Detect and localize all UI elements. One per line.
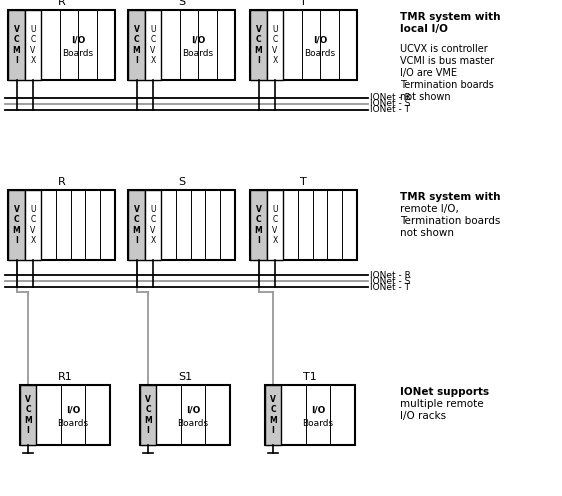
Text: U
C
V
X: U C V X: [150, 25, 156, 64]
Text: IONet - S: IONet - S: [370, 276, 410, 286]
Text: S1: S1: [178, 372, 192, 382]
Text: I/O are VME: I/O are VME: [400, 68, 457, 78]
Text: Termination boards: Termination boards: [400, 216, 500, 226]
Text: I/O: I/O: [191, 36, 205, 45]
Text: V
C
M
I: V C M I: [12, 25, 20, 64]
Bar: [128, 190, 235, 260]
Bar: [8, 10, 115, 80]
Text: I/O: I/O: [186, 406, 200, 415]
Text: U
C
V
X: U C V X: [272, 205, 278, 245]
Text: Boards: Boards: [305, 49, 336, 58]
Bar: [8, 190, 25, 260]
Text: V
C
M
I: V C M I: [255, 205, 262, 245]
Text: Boards: Boards: [57, 419, 89, 428]
Bar: [128, 190, 145, 260]
Bar: [267, 190, 283, 260]
Text: R: R: [58, 177, 65, 187]
Bar: [265, 385, 281, 445]
Text: IONet - S: IONet - S: [370, 100, 410, 109]
Text: V
C
M
I: V C M I: [133, 205, 140, 245]
Text: IONet - T: IONet - T: [370, 106, 410, 115]
Text: IONet - R: IONet - R: [370, 94, 411, 103]
Text: I/O racks: I/O racks: [400, 411, 446, 421]
Text: U
C
V
X: U C V X: [30, 25, 36, 64]
Bar: [140, 385, 156, 445]
Text: V
C
M
I: V C M I: [144, 395, 152, 434]
Text: VCMI is bus master: VCMI is bus master: [400, 56, 494, 66]
Text: remote I/O,: remote I/O,: [400, 204, 459, 214]
Bar: [145, 10, 161, 80]
Text: V
C
M
I: V C M I: [269, 395, 277, 434]
Text: T: T: [300, 0, 307, 7]
Bar: [20, 385, 110, 445]
Text: V
C
M
I: V C M I: [255, 25, 262, 64]
Text: IONet supports: IONet supports: [400, 387, 489, 397]
Text: T: T: [300, 177, 307, 187]
Bar: [250, 190, 357, 260]
Bar: [250, 190, 267, 260]
Bar: [250, 10, 267, 80]
Bar: [267, 10, 283, 80]
Bar: [128, 10, 145, 80]
Bar: [25, 10, 41, 80]
Bar: [25, 190, 41, 260]
Bar: [140, 385, 230, 445]
Text: V
C
M
I: V C M I: [24, 395, 32, 434]
Text: R1: R1: [58, 372, 72, 382]
Text: Boards: Boards: [178, 419, 209, 428]
Text: IONet - T: IONet - T: [370, 283, 410, 292]
Text: R: R: [58, 0, 65, 7]
Text: Boards: Boards: [62, 49, 93, 58]
Text: Boards: Boards: [302, 419, 334, 428]
Text: I/O: I/O: [66, 406, 80, 415]
Text: I/O: I/O: [71, 36, 85, 45]
Text: I/O: I/O: [311, 406, 325, 415]
Text: U
C
V
X: U C V X: [30, 205, 36, 245]
Text: TMR system with: TMR system with: [400, 192, 501, 202]
Text: S: S: [178, 0, 185, 7]
Text: not shown: not shown: [400, 92, 451, 102]
Text: S: S: [178, 177, 185, 187]
Text: Termination boards: Termination boards: [400, 80, 494, 90]
Text: TMR system with: TMR system with: [400, 12, 501, 22]
Text: local I/O: local I/O: [400, 24, 448, 34]
Text: not shown: not shown: [400, 228, 454, 238]
Bar: [8, 10, 25, 80]
Text: U
C
V
X: U C V X: [272, 25, 278, 64]
Text: U
C
V
X: U C V X: [150, 205, 156, 245]
Bar: [265, 385, 355, 445]
Text: Boards: Boards: [183, 49, 214, 58]
Bar: [250, 10, 357, 80]
Text: V
C
M
I: V C M I: [12, 205, 20, 245]
Bar: [145, 190, 161, 260]
Text: V
C
M
I: V C M I: [133, 25, 140, 64]
Bar: [128, 10, 235, 80]
Text: IONet - R: IONet - R: [370, 270, 411, 280]
Text: multiple remote: multiple remote: [400, 399, 484, 409]
Bar: [8, 190, 115, 260]
Text: UCVX is controller: UCVX is controller: [400, 44, 488, 54]
Bar: [20, 385, 36, 445]
Text: I/O: I/O: [313, 36, 327, 45]
Text: T1: T1: [303, 372, 317, 382]
